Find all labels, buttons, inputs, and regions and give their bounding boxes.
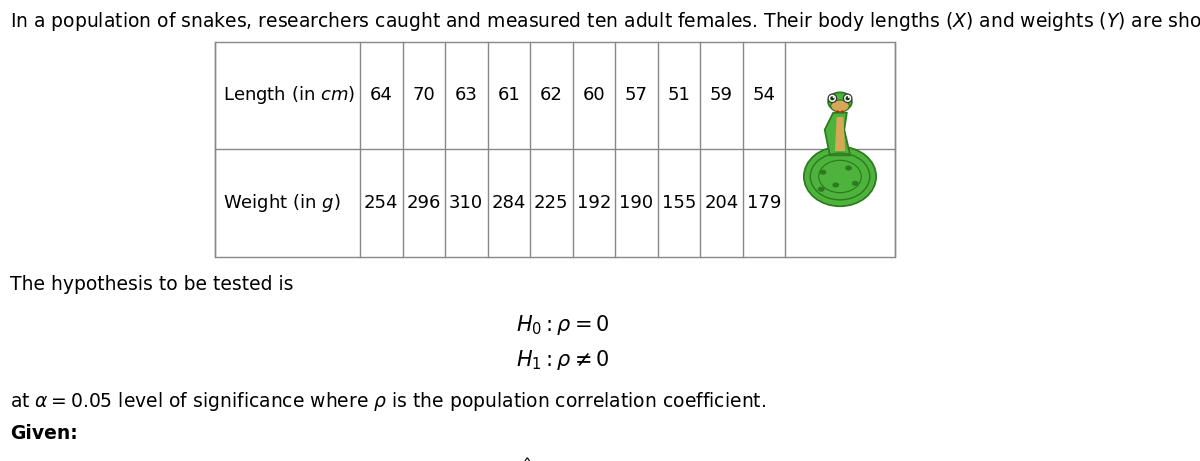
Text: 62: 62 bbox=[540, 87, 563, 105]
Ellipse shape bbox=[830, 100, 850, 112]
Text: 51: 51 bbox=[667, 87, 690, 105]
Circle shape bbox=[830, 96, 834, 100]
Text: 296: 296 bbox=[407, 194, 440, 212]
Ellipse shape bbox=[820, 170, 827, 175]
Circle shape bbox=[848, 96, 850, 98]
Text: 70: 70 bbox=[413, 87, 436, 105]
Text: 190: 190 bbox=[619, 194, 653, 212]
Text: $\bullet$: $\bullet$ bbox=[20, 456, 30, 461]
Circle shape bbox=[844, 94, 852, 102]
Text: The hypothesis to be tested is: The hypothesis to be tested is bbox=[10, 275, 294, 294]
Text: Length (in $\it{cm}$): Length (in $\it{cm}$) bbox=[223, 84, 355, 106]
Text: 57: 57 bbox=[625, 87, 648, 105]
Text: Weight (in $\it{g}$): Weight (in $\it{g}$) bbox=[223, 192, 341, 214]
Ellipse shape bbox=[818, 187, 824, 192]
Text: 54: 54 bbox=[752, 87, 775, 105]
Circle shape bbox=[833, 96, 835, 98]
Text: 225: 225 bbox=[534, 194, 569, 212]
Ellipse shape bbox=[845, 165, 852, 171]
Text: at $\alpha = 0.05$ level of significance where $\rho$ is the population correlat: at $\alpha = 0.05$ level of significance… bbox=[10, 390, 766, 413]
Text: 254: 254 bbox=[364, 194, 398, 212]
Text: 60: 60 bbox=[582, 87, 605, 105]
Bar bbox=[215, 42, 895, 257]
Text: The estimated simple linear regression equation is $\hat{Y} = -278 + 8.439X$.: The estimated simple linear regression e… bbox=[38, 456, 708, 461]
Text: 155: 155 bbox=[661, 194, 696, 212]
Ellipse shape bbox=[828, 92, 852, 111]
Text: $H_1 : \rho \neq 0$: $H_1 : \rho \neq 0$ bbox=[516, 348, 610, 372]
Ellipse shape bbox=[833, 183, 839, 188]
Polygon shape bbox=[824, 113, 851, 155]
Text: 179: 179 bbox=[746, 194, 781, 212]
Text: 61: 61 bbox=[497, 87, 520, 105]
Text: 310: 310 bbox=[449, 194, 484, 212]
Text: Given:: Given: bbox=[10, 424, 78, 443]
Text: 284: 284 bbox=[492, 194, 526, 212]
Ellipse shape bbox=[852, 181, 859, 186]
Text: 64: 64 bbox=[370, 87, 392, 105]
Ellipse shape bbox=[804, 147, 876, 206]
Circle shape bbox=[828, 94, 836, 102]
Text: 63: 63 bbox=[455, 87, 478, 105]
Text: In a population of snakes, researchers caught and measured ten adult females. Th: In a population of snakes, researchers c… bbox=[10, 10, 1200, 33]
Polygon shape bbox=[835, 117, 845, 151]
Circle shape bbox=[846, 96, 850, 100]
Text: 204: 204 bbox=[704, 194, 738, 212]
Text: 59: 59 bbox=[709, 87, 733, 105]
Text: 192: 192 bbox=[576, 194, 611, 212]
Text: $H_0 : \rho = 0$: $H_0 : \rho = 0$ bbox=[516, 313, 610, 337]
